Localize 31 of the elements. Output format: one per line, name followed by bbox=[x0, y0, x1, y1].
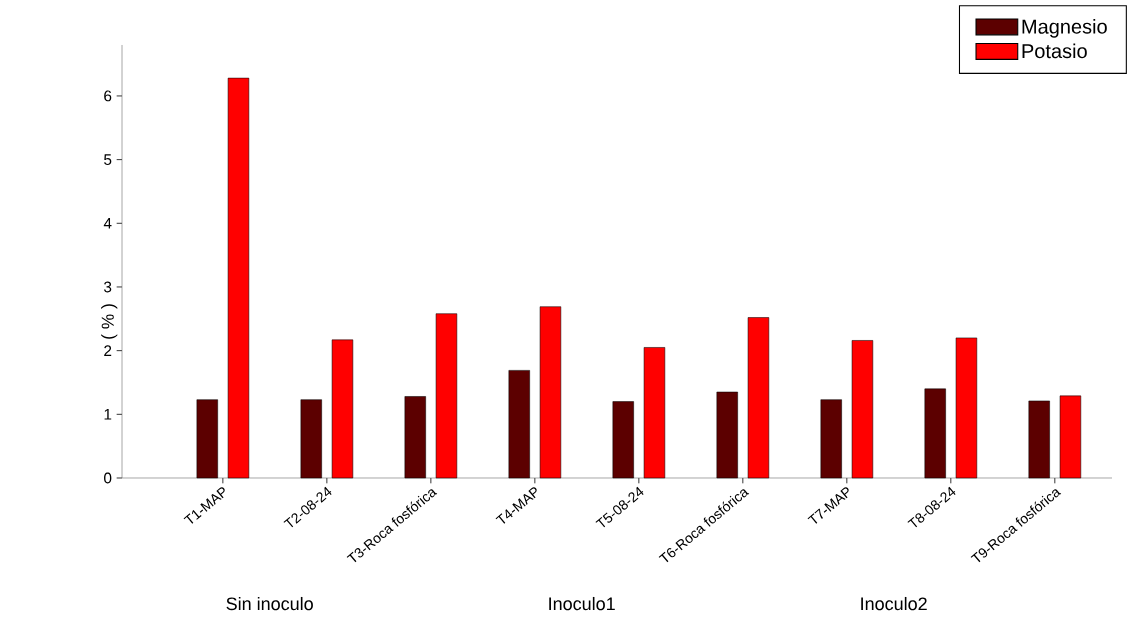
legend-label: Magnesio bbox=[1022, 19, 1107, 38]
bar bbox=[1028, 400, 1050, 479]
bar bbox=[539, 306, 562, 479]
y-tick-label: 1 bbox=[104, 409, 112, 420]
bar bbox=[612, 401, 634, 479]
text: Inoculo2 bbox=[861, 596, 927, 611]
bar bbox=[435, 313, 458, 479]
y-axis-title: ( % ) bbox=[101, 304, 118, 339]
bar bbox=[716, 391, 738, 479]
bar bbox=[331, 339, 354, 479]
bar bbox=[196, 399, 218, 479]
y-tick-label: 3 bbox=[104, 281, 112, 293]
y-tick-label: 2 bbox=[104, 345, 112, 356]
text: Sin inoculo bbox=[226, 596, 313, 611]
bar bbox=[955, 337, 978, 479]
bar bbox=[404, 396, 426, 479]
legend-label: Potasio bbox=[1022, 43, 1087, 59]
y-tick-label: 5 bbox=[104, 154, 112, 165]
bar bbox=[924, 388, 946, 479]
y-tick-label: 4 bbox=[103, 218, 112, 229]
bar bbox=[747, 317, 770, 479]
bar bbox=[508, 370, 530, 479]
bar bbox=[643, 347, 666, 479]
text: Inoculo1 bbox=[549, 596, 615, 611]
bar bbox=[820, 399, 842, 479]
y-tick-label: 0 bbox=[104, 472, 112, 484]
y-tick-label: 6 bbox=[104, 90, 112, 102]
bar bbox=[227, 77, 250, 479]
bar bbox=[851, 340, 874, 479]
bar bbox=[1059, 395, 1082, 479]
bar bbox=[300, 399, 322, 479]
